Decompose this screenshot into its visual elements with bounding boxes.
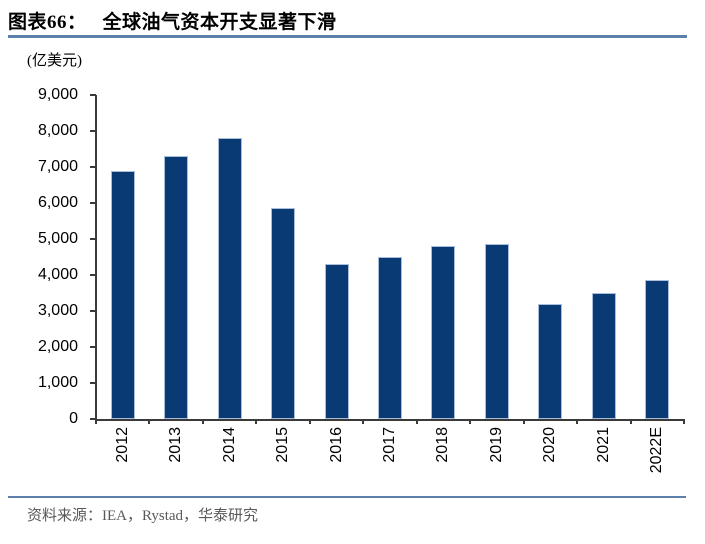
x-axis-label: 2020 [541, 427, 558, 463]
x-axis-label: 2015 [274, 427, 291, 463]
x-axis-label: 2012 [114, 427, 131, 463]
y-tick-label: 8,000 [37, 122, 78, 139]
x-tick [415, 419, 418, 424]
bar-2021 [592, 293, 616, 419]
x-tick [308, 419, 311, 424]
bar-2022E [645, 280, 669, 419]
y-tick [90, 130, 96, 132]
x-axis-label: 2016 [328, 427, 345, 463]
bar-2018 [431, 246, 455, 419]
y-tick [90, 310, 96, 312]
y-tick [90, 166, 96, 168]
y-tick-label: 1,000 [37, 374, 78, 391]
y-tick-label: 6,000 [37, 194, 78, 211]
y-axis-unit-label: (亿美元) [27, 53, 82, 69]
y-axis-line [95, 95, 97, 421]
y-tick [90, 238, 96, 240]
y-tick-label: 7,000 [37, 158, 78, 175]
x-axis-label: 2018 [434, 427, 451, 463]
x-tick [148, 419, 151, 424]
title-divider [8, 35, 687, 38]
x-tick [362, 419, 365, 424]
y-tick-label: 0 [69, 410, 78, 427]
bar-2012 [111, 171, 135, 419]
y-tick-label: 3,000 [37, 302, 78, 319]
x-axis-label: 2017 [381, 427, 398, 463]
source-note: 资料来源：IEA，Rystad，华泰研究 [27, 508, 259, 524]
y-tick [90, 94, 96, 96]
y-tick-label: 2,000 [37, 338, 78, 355]
chart-number-label: 图表66： [8, 12, 87, 33]
bar-2017 [378, 257, 402, 419]
x-tick [469, 419, 472, 424]
y-tick-label: 5,000 [37, 230, 78, 247]
x-tick [201, 419, 204, 424]
y-tick-label: 9,000 [37, 86, 78, 103]
bar-2015 [271, 208, 295, 419]
bar-2019 [485, 244, 509, 419]
x-axis-label: 2022E [648, 427, 665, 474]
bar-2016 [325, 264, 349, 419]
x-tick [629, 419, 632, 424]
bar-2013 [164, 156, 188, 419]
y-tick [90, 346, 96, 348]
y-tick [90, 202, 96, 204]
x-tick [95, 419, 97, 424]
x-tick [255, 419, 258, 424]
bar-2020 [538, 304, 562, 419]
x-axis-label: 2021 [595, 427, 612, 463]
x-axis-label: 2019 [488, 427, 505, 463]
x-tick [683, 419, 685, 424]
x-tick [576, 419, 579, 424]
y-tick [90, 382, 96, 384]
x-axis-label: 2013 [167, 427, 184, 463]
y-tick [90, 418, 96, 420]
source-divider [8, 496, 686, 498]
chart-title: 全球油气资本开支显著下滑 [102, 12, 337, 33]
chart-header: 图表66： 全球油气资本开支显著下滑 [8, 7, 698, 34]
x-tick [522, 419, 525, 424]
x-axis-label: 2014 [221, 427, 238, 463]
x-axis-line [95, 419, 685, 421]
y-tick [90, 274, 96, 276]
y-tick-label: 4,000 [37, 266, 78, 283]
bar-2014 [218, 138, 242, 419]
